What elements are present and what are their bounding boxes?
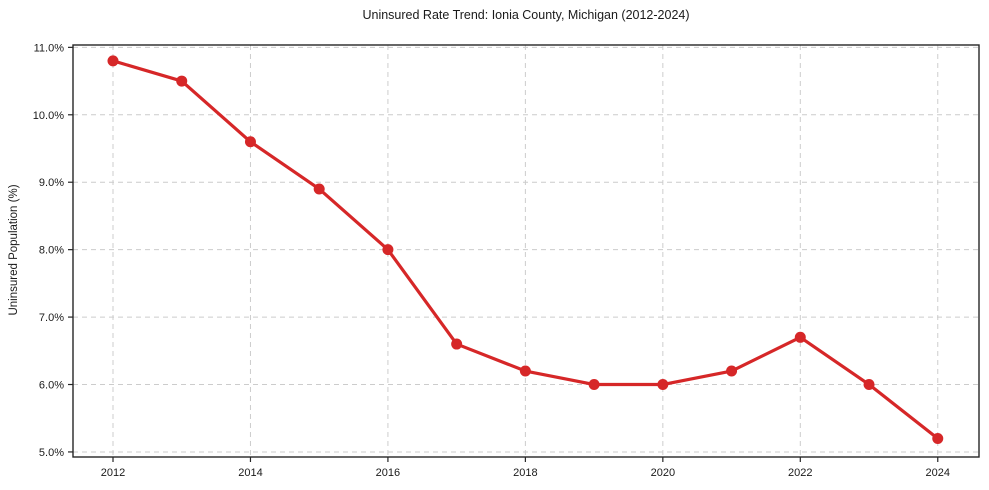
y-tick-label: 6.0% <box>39 380 64 392</box>
data-point <box>794 331 806 343</box>
data-point <box>657 379 669 391</box>
axes-frame <box>72 44 980 458</box>
x-tick-label: 2012 <box>101 467 125 479</box>
data-point <box>932 432 944 444</box>
data-point <box>176 75 188 87</box>
y-tick-label: 10.0% <box>33 110 64 122</box>
x-tick-label: 2022 <box>788 467 812 479</box>
y-tick-label: 7.0% <box>39 312 64 324</box>
data-point <box>863 379 875 391</box>
data-point <box>451 338 463 350</box>
y-tick-label: 5.0% <box>39 447 64 459</box>
x-tick-label: 2024 <box>926 467 950 479</box>
data-point <box>382 244 394 256</box>
data-point <box>588 379 600 391</box>
data-point <box>519 365 531 377</box>
data-point <box>313 183 325 195</box>
x-tick-label: 2020 <box>651 467 675 479</box>
x-tick-label: 2016 <box>376 467 400 479</box>
chart-title: Uninsured Rate Trend: Ionia County, Mich… <box>362 8 690 22</box>
data-point <box>726 365 738 377</box>
y-tick-label: 11.0% <box>34 42 65 54</box>
data-point <box>244 136 256 148</box>
y-tick-label: 8.0% <box>39 245 64 257</box>
y-tick-label: 9.0% <box>39 177 64 189</box>
x-tick-label: 2018 <box>513 467 537 479</box>
data-point <box>107 55 119 67</box>
x-tick-label: 2014 <box>238 467 262 479</box>
